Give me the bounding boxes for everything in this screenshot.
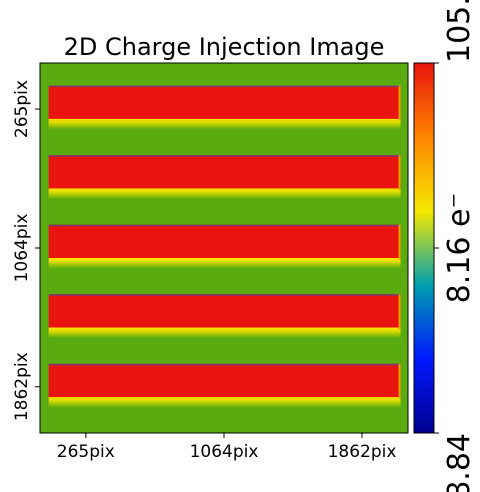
band-leading-edge bbox=[48, 363, 401, 366]
band-trailing-edge bbox=[48, 257, 401, 260]
x-tick-label: 265pix bbox=[57, 442, 115, 462]
heatmap-plot bbox=[40, 63, 408, 433]
band-leading-edge bbox=[48, 224, 401, 227]
band-right-edge bbox=[398, 363, 401, 399]
injection-band bbox=[48, 155, 401, 190]
colorbar bbox=[413, 62, 435, 434]
colorbar-tick-label: -88.84 bbox=[442, 433, 477, 492]
y-tick-label: 1862pix bbox=[12, 352, 32, 421]
band-leading-edge bbox=[48, 155, 401, 157]
x-tick-label: 1862pix bbox=[328, 442, 397, 462]
band-trail bbox=[48, 398, 401, 408]
y-axis: 265pix 1064pix 1862pix bbox=[12, 80, 40, 421]
colorbar-ticks: -88.84 8.16 e⁻ 105.16 bbox=[434, 0, 477, 492]
chart-title: 2D Charge Injection Image bbox=[64, 33, 385, 61]
injection-band bbox=[48, 363, 401, 399]
injection-band bbox=[48, 224, 401, 260]
band-right-edge bbox=[398, 224, 401, 260]
y-tick-label: 1064pix bbox=[12, 214, 32, 283]
band-leading-edge bbox=[48, 294, 401, 296]
injection-band bbox=[48, 294, 401, 330]
band-trailing-edge bbox=[48, 118, 401, 121]
band-trail bbox=[48, 259, 401, 269]
x-axis: 265pix 1064pix 1862pix bbox=[57, 433, 397, 462]
colorbar-tick-label: 105.16 bbox=[442, 0, 477, 63]
band-trail bbox=[48, 189, 401, 199]
y-tick-label: 265pix bbox=[12, 80, 32, 138]
band-right-edge bbox=[398, 155, 401, 190]
band-trail bbox=[48, 329, 401, 339]
band-right-edge bbox=[398, 294, 401, 330]
colorbar-tick-label: 8.16 e⁻ bbox=[442, 193, 477, 304]
band-right-edge bbox=[398, 85, 401, 121]
x-tick-label: 1064pix bbox=[190, 442, 259, 462]
band-trailing-edge bbox=[48, 397, 401, 399]
injection-band bbox=[48, 85, 401, 121]
band-trail bbox=[48, 120, 401, 130]
band-trailing-edge bbox=[48, 327, 401, 330]
band-trailing-edge bbox=[48, 188, 401, 190]
band-leading-edge bbox=[48, 85, 401, 88]
